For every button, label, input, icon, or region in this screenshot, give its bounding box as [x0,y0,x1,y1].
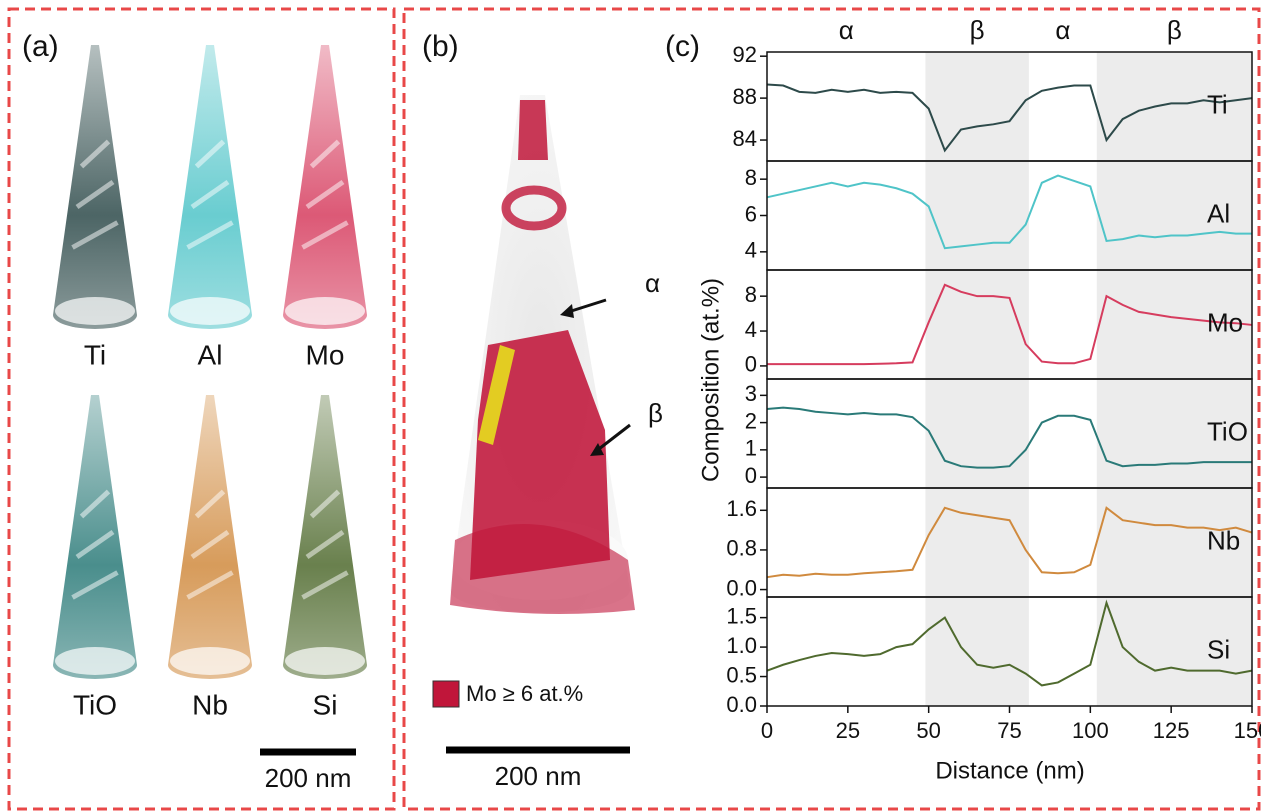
y-tick-label: 0.0 [726,692,757,717]
element-map-base [55,647,135,675]
y-tick-label: 8 [745,282,757,307]
element-map [53,45,137,329]
y-tick-label: 8 [745,165,757,190]
panel-label: (a) [22,30,59,63]
phase-label: α [839,15,854,45]
y-tick-label: 1.6 [726,496,757,521]
x-tick-label: 150 [1234,718,1261,743]
element-map-base [285,647,365,675]
y-tick-label: 0.8 [726,536,757,561]
panel-label: (b) [422,30,459,63]
y-tick-label: 84 [733,126,757,151]
legend-label: Mo ≥ 6 at.% [466,681,583,706]
element-map [168,45,252,329]
figure: (a) (b) (c) α β Mo ≥ 6 at.% 200 nm 200 n… [0,0,1261,812]
x-tick-label: 0 [761,718,773,743]
x-tick-label: 125 [1153,718,1190,743]
element-label: TiO [73,689,117,720]
element-map-base [170,647,250,675]
y-tick-label: 1.0 [726,633,757,658]
element-map-base [170,297,250,325]
scale-bar-label: 200 nm [495,761,582,791]
series-label: TiO [1207,416,1248,446]
x-tick-label: 25 [836,718,860,743]
phase-label: β [970,15,985,45]
element-map-base [55,297,135,325]
element-label: Nb [192,689,228,720]
element-label: Ti [84,339,106,370]
y-tick-label: 6 [745,201,757,226]
y-tick-label: 3 [745,381,757,406]
annotation: β [648,398,663,428]
element-map [283,395,367,679]
y-tick-label: 2 [745,408,757,433]
y-tick-label: 4 [745,238,757,263]
scale-bar-label: 200 nm [265,763,352,793]
x-tick-label: 50 [916,718,940,743]
element-label: Si [313,689,338,720]
series-label: Nb [1207,525,1240,555]
y-tick-label: 4 [745,317,757,342]
y-tick-label: 88 [733,84,757,109]
phase-label: β [1167,15,1182,45]
element-map-base [285,297,365,325]
y-tick-label: 0.0 [726,575,757,600]
element-label: Al [198,339,223,370]
x-axis-label: Distance (nm) [935,757,1084,784]
y-tick-label: 0 [745,352,757,377]
y-tick-label: 92 [733,42,757,67]
annotation: α [645,268,660,298]
element-map [53,395,137,679]
legend-swatch [433,681,459,707]
page: (a) (b) (c) α β Mo ≥ 6 at.% 200 nm 200 n… [0,0,1261,812]
y-tick-label: 0.5 [726,662,757,687]
x-tick-label: 100 [1072,718,1109,743]
reconstruction [450,95,635,614]
element-label: Mo [306,339,345,370]
phase-label: α [1055,15,1070,45]
y-tick-label: 1.5 [726,603,757,628]
element-map [283,45,367,329]
y-tick-label: 0 [745,463,757,488]
y-tick-label: 1 [745,436,757,461]
series-label: Mo [1207,307,1243,337]
element-map [168,395,252,679]
panel-label: (c) [665,30,700,63]
y-axis-label: Composition (at.%) [697,278,724,482]
series-label: Al [1207,198,1230,228]
series-label: Ti [1207,89,1228,119]
x-tick-label: 75 [997,718,1021,743]
series-label: Si [1207,634,1230,664]
